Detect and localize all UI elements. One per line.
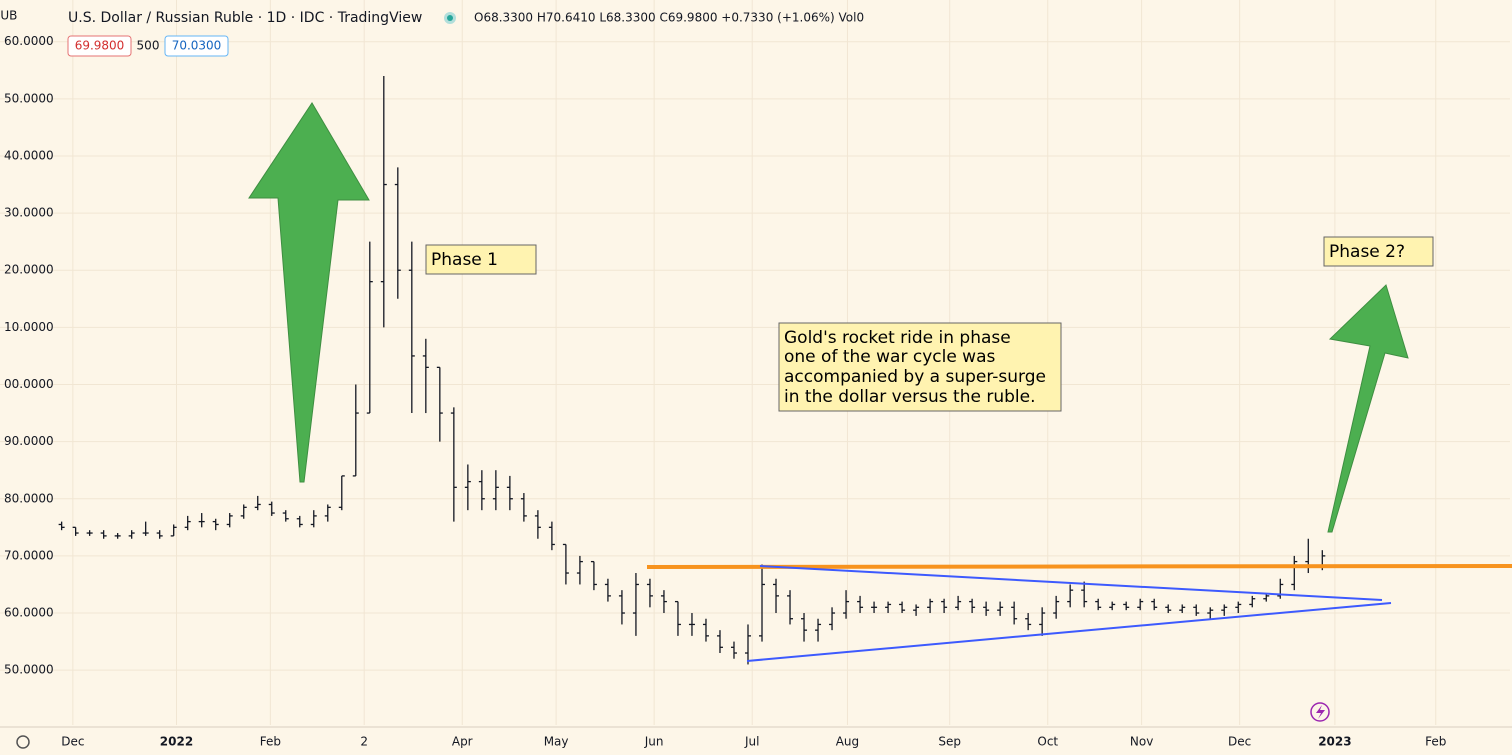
- x-tick-label: Nov: [1130, 735, 1153, 749]
- x-tick-label: Apr: [452, 735, 473, 749]
- status-dot: [447, 15, 453, 21]
- y-tick-label: 70.0000: [4, 548, 54, 562]
- annotation: one of the war cycle was: [784, 347, 996, 367]
- chart-title: U.S. Dollar / Russian Ruble · 1D · IDC ·…: [68, 10, 422, 26]
- annotation-box: [778, 322, 1062, 412]
- x-tick-label: 2023: [1318, 735, 1351, 749]
- settings-icon[interactable]: [16, 735, 30, 749]
- x-tick-label: Jul: [744, 735, 759, 749]
- y-tick-label: 20.0000: [4, 263, 54, 277]
- y-tick-label: 60.0000: [4, 34, 54, 48]
- symbol: RUB: [0, 9, 17, 23]
- annotation-box: [1323, 236, 1434, 267]
- grid: [0, 0, 1510, 725]
- events-icon[interactable]: [1310, 702, 1330, 722]
- price-box[interactable]: [164, 35, 229, 57]
- arrow-up: [1327, 284, 1409, 533]
- annotation: Gold's rocket ride in phase: [784, 328, 1011, 348]
- x-axis: Dec 2022 Feb 2 Apr May Jun Jul Aug Sep Oct Nov Dec 20…: [0, 726, 1512, 749]
- x-tick-label: Feb: [1425, 735, 1446, 749]
- bars: [58, 75, 1326, 665]
- x-tick-label: 2: [360, 735, 368, 749]
- price-box-text: 70.0300: [172, 39, 222, 53]
- y-tick-label: 50.0000: [4, 91, 54, 105]
- annotation: Phase 2?: [1329, 242, 1405, 262]
- events-icon: [1316, 705, 1325, 719]
- annotation-box: [425, 244, 537, 275]
- spread: 500: [137, 39, 160, 53]
- annotation: Phase 1: [431, 250, 498, 270]
- trend-line-upper: [759, 565, 1383, 601]
- x-tick-label: Aug: [836, 735, 859, 749]
- y-tick-label: 90.0000: [4, 434, 54, 448]
- y-tick-label: 40.0000: [4, 148, 54, 162]
- y-tick-label: 30.0000: [4, 206, 54, 220]
- x-tick-label: Oct: [1037, 735, 1058, 749]
- x-tick-label: Sep: [938, 735, 961, 749]
- annotation: in the dollar versus the ruble.: [784, 387, 1036, 407]
- ohlc-readout: O68.3300 H70.6410 L68.3300 C69.9800 +0.7…: [474, 11, 864, 25]
- y-tick-label: 50.0000: [4, 663, 54, 677]
- price-box[interactable]: [67, 35, 132, 57]
- y-axis: 60.0000 50.0000 40.0000 30.0000 20.0000 10.00…: [4, 34, 54, 676]
- x-tick-label: Dec: [1228, 735, 1251, 749]
- x-tick-label: Feb: [260, 735, 281, 749]
- y-tick-label: 00.0000: [4, 377, 54, 391]
- x-tick-label: 2022: [160, 735, 193, 749]
- trend-line-lower: [746, 602, 1392, 662]
- x-tick-label: Jun: [644, 735, 664, 749]
- x-tick-label: Dec: [61, 735, 84, 749]
- y-tick-label: 80.0000: [4, 491, 54, 505]
- annotation: accompanied by a super-surge: [784, 367, 1046, 387]
- y-tick-label: 10.0000: [4, 320, 54, 334]
- price-box-text: 69.9800: [75, 39, 125, 53]
- arrow-up: [248, 102, 370, 483]
- x-tick-label: May: [544, 735, 569, 749]
- y-tick-label: 60.0000: [4, 606, 54, 620]
